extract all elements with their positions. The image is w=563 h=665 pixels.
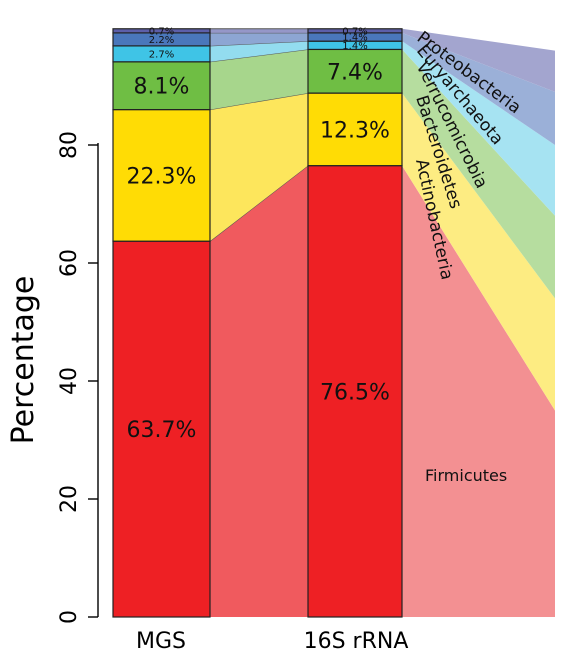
- tail-actinobacteria: [402, 93, 555, 411]
- y-tick-label-60: 60: [57, 249, 82, 277]
- data-label-proteobacteria-1: 0.7%: [342, 26, 367, 37]
- data-label-bacteroidetes-1: 7.4%: [327, 60, 383, 85]
- ribbon-verrucomicrobia: [210, 41, 308, 62]
- data-label-proteobacteria-0: 0.7%: [149, 26, 174, 37]
- y-tick-layer: 0 20 40 60 80: [57, 131, 98, 624]
- bar-segment-actinobacteria-0: [112, 108, 211, 242]
- y-axis-label: Percentage: [6, 276, 41, 445]
- data-label-actinobacteria-0: 22.3%: [127, 164, 197, 189]
- ribbon-layer: [209, 28, 555, 617]
- data-label-euryarchaeota-0: 2.2%: [149, 35, 174, 46]
- tail-firmicutes: [402, 165, 555, 617]
- tail-bacteroidetes: [402, 49, 555, 299]
- bar-segment-proteobacteria-1: [307, 28, 403, 34]
- bar-segment-bacteroidetes-0: [112, 61, 211, 111]
- series-name-firmicutes: Firmicutes: [425, 466, 507, 485]
- tail-proteobacteria: [402, 28, 555, 92]
- x-category-label-16s: 16S rRNA: [304, 629, 409, 654]
- data-label-actinobacteria-1: 12.3%: [320, 118, 390, 143]
- bar-segment-proteobacteria-0: [112, 28, 211, 34]
- data-label-verrucomicrobia-1: 1.4%: [342, 41, 367, 52]
- ribbon-proteobacteria: [210, 28, 308, 33]
- ribbon-firmicutes: [210, 165, 308, 617]
- bar-segment-firmicutes-1: [307, 165, 403, 618]
- data-label-euryarchaeota-1: 1.4%: [342, 33, 367, 44]
- y-tick-label-0: 0: [57, 610, 82, 624]
- data-label-firmicutes-0: 63.7%: [127, 418, 197, 443]
- x-category-label-mgs: MGS: [136, 629, 186, 654]
- ribbon-bacteroidetes: [210, 49, 308, 110]
- y-tick-label-20: 20: [57, 485, 82, 513]
- data-label-bacteroidetes-0: 8.1%: [134, 75, 190, 100]
- ribbon-actinobacteria: [210, 93, 308, 242]
- ribbon-euryarchaeota: [210, 32, 308, 46]
- bar-segment-actinobacteria-1: [307, 92, 403, 167]
- y-tick-label-40: 40: [57, 367, 82, 395]
- data-label-firmicutes-1: 76.5%: [320, 380, 390, 405]
- bar-layer: [112, 28, 403, 618]
- tail-verrucomicrobia: [402, 41, 555, 216]
- y-tick-label-80: 80: [57, 131, 82, 159]
- bar-segment-firmicutes-0: [112, 240, 211, 618]
- data-label-verrucomicrobia-0: 2.7%: [149, 49, 174, 60]
- tail-euryarchaeota: [402, 32, 555, 145]
